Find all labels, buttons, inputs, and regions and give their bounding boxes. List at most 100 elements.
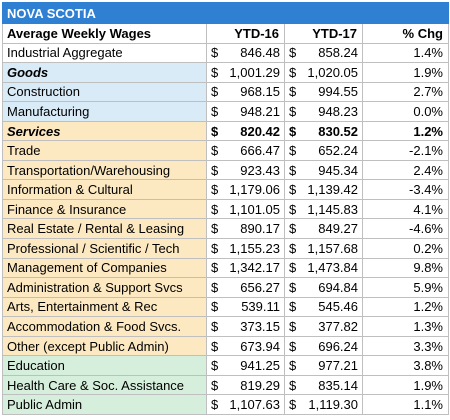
table-row: Industrial Aggregate $846.48 $858.24 1.4% [2, 42, 449, 64]
ytd17-currency: $ [284, 198, 303, 220]
ytd16-currency: $ [206, 218, 225, 240]
wages-table: NOVA SCOTIA Average Weekly Wages YTD-16 … [2, 2, 449, 415]
pct-change: 1.2% [362, 296, 449, 318]
table-row: Finance & Insurance $1,101.05 $1,145.83 4.1… [2, 198, 449, 220]
pct-change: 1.3% [362, 316, 449, 337]
pct-change: 2.7% [362, 81, 449, 103]
ytd16-value: 1,342.17 [224, 257, 285, 279]
ytd17-value: 994.55 [302, 81, 363, 103]
ytd17-currency: $ [284, 120, 303, 142]
row-label: Public Admin [2, 394, 207, 415]
ytd17-currency: $ [284, 374, 303, 396]
ytd17-currency: $ [284, 355, 303, 376]
ytd16-currency: $ [206, 277, 225, 298]
row-label: Arts, Entertainment & Rec [2, 296, 207, 318]
ytd17-currency: $ [284, 218, 303, 240]
ytd16-value: 1,101.05 [224, 198, 285, 220]
ytd17-currency: $ [284, 62, 303, 83]
header-chg: % Chg [362, 23, 449, 44]
ytd16-value: 1,179.06 [224, 179, 285, 200]
ytd17-value: 1,145.83 [302, 198, 363, 220]
ytd17-value: 694.84 [302, 277, 363, 298]
pct-change: 2.4% [362, 159, 449, 181]
table-row: Construction $968.15 $994.55 2.7% [2, 81, 449, 103]
ytd16-value: 673.94 [224, 335, 285, 357]
ytd17-value: 1,139.42 [302, 179, 363, 200]
row-label: Professional / Scientific / Tech [2, 238, 207, 259]
row-label: Construction [2, 81, 207, 103]
ytd16-value: 1,001.29 [224, 62, 285, 83]
table-row: Real Estate / Rental & Leasing $890.17 $84… [2, 218, 449, 240]
ytd17-value: 545.46 [302, 296, 363, 318]
row-label: Transportation/Warehousing [2, 159, 207, 181]
row-label: Industrial Aggregate [2, 42, 207, 64]
row-label: Trade [2, 140, 207, 161]
ytd17-value: 377.82 [302, 316, 363, 337]
header-row: Average Weekly Wages YTD-16 YTD-17 % Chg [2, 23, 449, 44]
ytd17-currency: $ [284, 335, 303, 357]
ytd17-value: 835.14 [302, 374, 363, 396]
ytd16-value: 666.47 [224, 140, 285, 161]
table-title: NOVA SCOTIA [2, 2, 449, 24]
row-label: Services [2, 120, 207, 142]
row-label: Other (except Public Admin) [2, 335, 207, 357]
table-row: Other (except Public Admin) $673.94 $696.2… [2, 335, 449, 357]
ytd17-currency: $ [284, 316, 303, 337]
ytd16-value: 948.21 [224, 101, 285, 122]
ytd16-value: 373.15 [224, 316, 285, 337]
ytd16-currency: $ [206, 179, 225, 200]
pct-change: 5.9% [362, 277, 449, 298]
title-row: NOVA SCOTIA [2, 2, 449, 24]
table-row: Transportation/Warehousing $923.43 $945.34… [2, 159, 449, 181]
ytd16-currency: $ [206, 159, 225, 181]
ytd16-currency: $ [206, 374, 225, 396]
table-row: Public Admin $1,107.63 $1,119.30 1.1% [2, 394, 449, 415]
ytd16-value: 820.42 [224, 120, 285, 142]
pct-change: 3.3% [362, 335, 449, 357]
table-row: Education $941.25 $977.21 3.8% [2, 355, 449, 376]
row-label: Accommodation & Food Svcs. [2, 316, 207, 337]
ytd16-currency: $ [206, 355, 225, 376]
ytd16-currency: $ [206, 238, 225, 259]
row-label: Manufacturing [2, 101, 207, 122]
ytd16-currency: $ [206, 140, 225, 161]
table-row: Manufacturing $948.21 $948.23 0.0% [2, 101, 449, 122]
ytd17-currency: $ [284, 257, 303, 279]
header-label: Average Weekly Wages [2, 23, 207, 44]
table-row: Arts, Entertainment & Rec $539.11 $545.46 1… [2, 296, 449, 318]
ytd17-value: 696.24 [302, 335, 363, 357]
ytd17-currency: $ [284, 42, 303, 64]
ytd16-currency: $ [206, 101, 225, 122]
pct-change: -4.6% [362, 218, 449, 240]
ytd17-value: 948.23 [302, 101, 363, 122]
pct-change: 9.8% [362, 257, 449, 279]
ytd16-currency: $ [206, 316, 225, 337]
table-row: Administration & Support Svcs $656.27 $694… [2, 277, 449, 298]
ytd16-currency: $ [206, 198, 225, 220]
table-row: Management of Companies $1,342.17 $1,473.8… [2, 257, 449, 279]
ytd17-value: 1,157.68 [302, 238, 363, 259]
ytd17-currency: $ [284, 81, 303, 103]
ytd16-value: 1,107.63 [224, 394, 285, 415]
row-label: Administration & Support Svcs [2, 277, 207, 298]
pct-change: 0.2% [362, 238, 449, 259]
header-ytd17: YTD-17 [284, 23, 363, 44]
row-label: Real Estate / Rental & Leasing [2, 218, 207, 240]
header-ytd16: YTD-16 [206, 23, 285, 44]
pct-change: 1.9% [362, 374, 449, 396]
ytd17-value: 849.27 [302, 218, 363, 240]
table-row: Trade $666.47 $652.24 -2.1% [2, 140, 449, 161]
table-row: Professional / Scientific / Tech $1,155.2… [2, 238, 449, 259]
ytd17-currency: $ [284, 159, 303, 181]
ytd16-value: 656.27 [224, 277, 285, 298]
ytd17-currency: $ [284, 238, 303, 259]
ytd16-value: 890.17 [224, 218, 285, 240]
pct-change: 1.9% [362, 62, 449, 83]
ytd16-value: 923.43 [224, 159, 285, 181]
pct-change: 4.1% [362, 198, 449, 220]
table-row: Accommodation & Food Svcs. $373.15 $377.82… [2, 316, 449, 337]
ytd17-value: 1,020.05 [302, 62, 363, 83]
ytd17-currency: $ [284, 296, 303, 318]
ytd17-value: 830.52 [302, 120, 363, 142]
ytd16-currency: $ [206, 42, 225, 64]
